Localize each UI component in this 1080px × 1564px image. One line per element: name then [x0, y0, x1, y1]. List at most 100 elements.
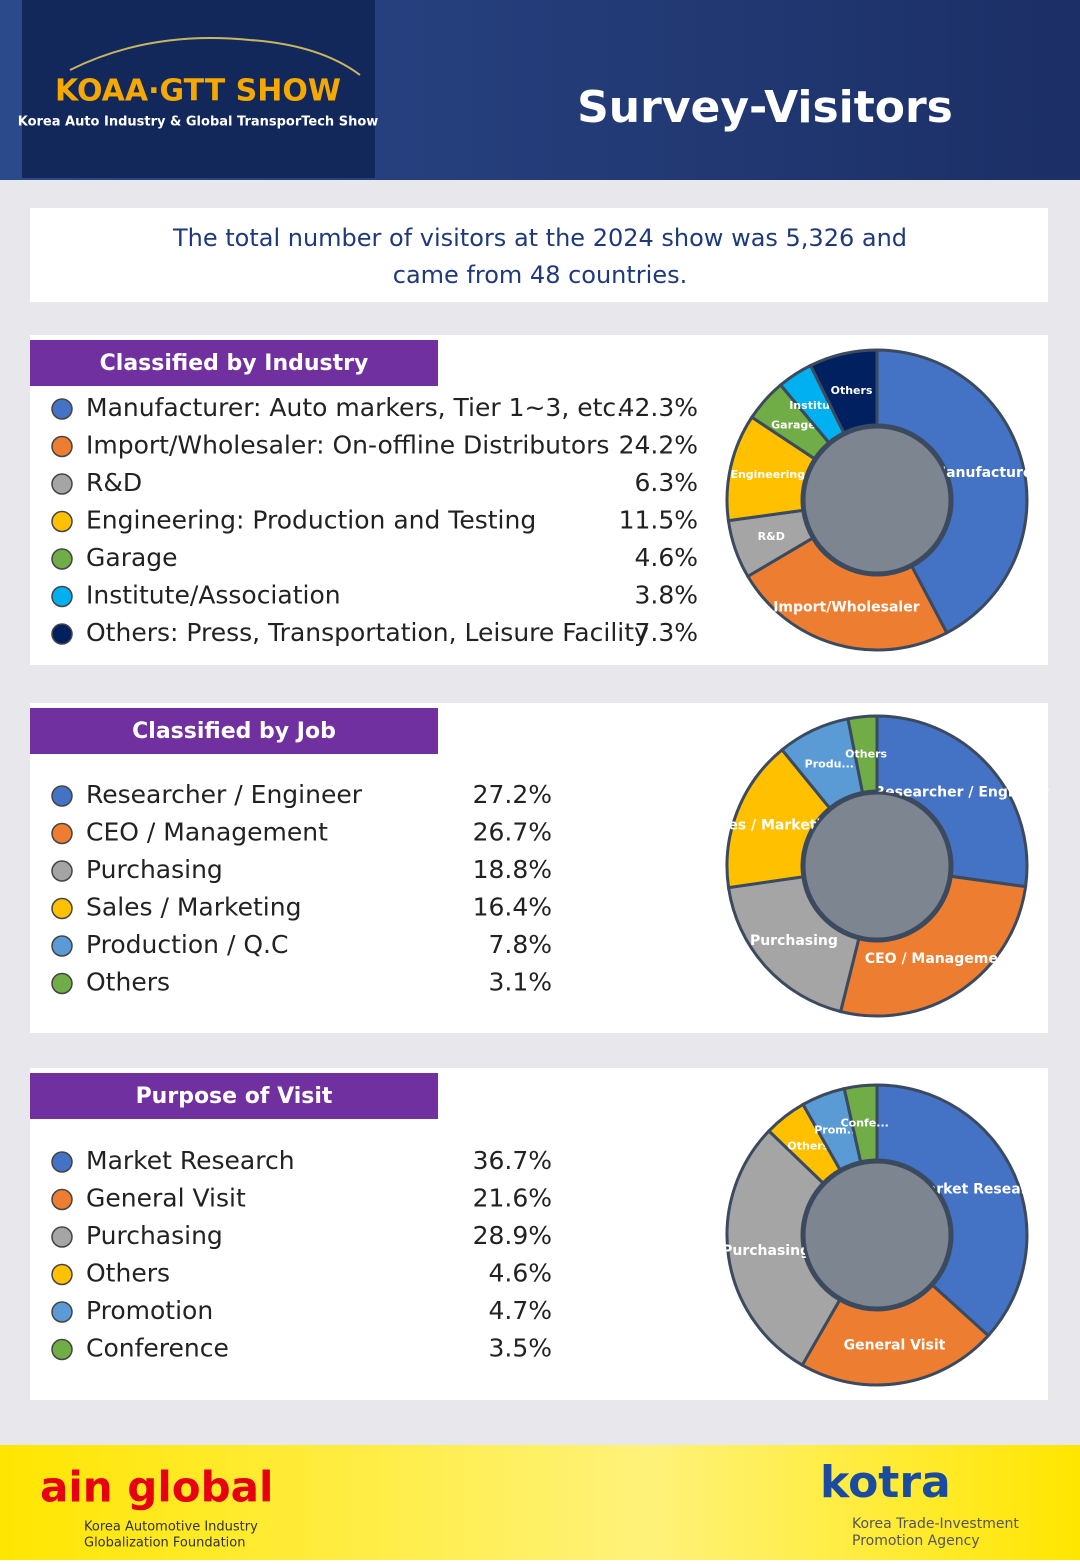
summary-line: The total number of visitors at the 2024… — [172, 224, 907, 252]
legend-value: 4.6% — [634, 543, 698, 572]
donut-slice — [808, 348, 879, 435]
footer-right-caption: Korea Trade-Investment — [852, 1516, 1019, 1532]
legend-label: Purchasing — [86, 855, 223, 884]
slice-label: General Visit — [844, 1338, 946, 1354]
slice-label: Others — [787, 1140, 829, 1153]
page-title: Survey-Visitors — [577, 82, 953, 133]
center-photo — [802, 425, 952, 575]
footer-left-caption: Globalization Foundation — [84, 1536, 245, 1551]
legend-dot — [51, 822, 73, 845]
slice-label: Others — [831, 384, 873, 397]
donut-slice — [800, 1283, 991, 1387]
legend-label: Institute/Association — [86, 581, 341, 610]
section-tag — [30, 708, 438, 754]
legend-dot — [51, 1188, 73, 1211]
section-title: Purpose of Visit — [136, 1084, 333, 1109]
donut-slice — [838, 874, 1028, 1018]
legend-value: 21.6% — [473, 1184, 552, 1213]
center-photo — [802, 791, 952, 941]
legend-label: Purchasing — [86, 1221, 223, 1250]
legend-label: Sales / Marketing — [86, 893, 301, 922]
legend-dot — [51, 398, 73, 420]
legend-label: Import/Wholesaler: On-offline Distributo… — [86, 431, 609, 460]
legend-label: Market Research — [86, 1146, 295, 1175]
donut-slice — [745, 536, 949, 652]
slice-label: CEO / Management — [865, 951, 1015, 967]
legend-label: General Visit — [86, 1184, 246, 1213]
donut-slice — [725, 1128, 842, 1368]
legend-label: R&D — [86, 468, 142, 497]
legend-value: 3.8% — [634, 581, 698, 610]
legend-dot — [51, 972, 73, 995]
summary-box — [30, 208, 1048, 302]
legend-label: Engineering: Production and Testing — [86, 506, 536, 535]
slice-label: Purchasing — [750, 933, 838, 949]
logo: KOAA·GTT SHOW — [55, 74, 341, 109]
legend-label: Manufacturer: Auto markers, Tier 1~3, et… — [86, 393, 624, 422]
legend-label: Garage — [86, 543, 178, 572]
logo-box — [22, 0, 375, 178]
donut-slice — [726, 875, 861, 1014]
legend-dot — [51, 935, 73, 957]
section-title: Classified by Industry — [100, 351, 369, 376]
legend-value: 6.3% — [634, 468, 698, 497]
legend-value: 42.3% — [619, 393, 698, 422]
legend-value: 24.2% — [619, 431, 698, 460]
footer-band — [0, 1445, 1080, 1560]
legend-dot — [51, 510, 73, 533]
donut-slice — [846, 714, 879, 795]
slice-label: Others — [845, 748, 887, 761]
legend-dot — [51, 623, 73, 645]
legend-value: 4.6% — [488, 1259, 552, 1288]
logo-subtitle: Korea Auto Industry & Global TransporTec… — [18, 115, 379, 130]
footer-right-caption: Promotion Agency — [852, 1533, 980, 1549]
legend-value: 28.9% — [473, 1221, 552, 1250]
legend-dot — [51, 473, 73, 495]
slice-label: Garage — [771, 418, 816, 431]
donut-slice — [875, 348, 1029, 635]
legend-dot — [51, 1338, 73, 1361]
legend-label: Researcher / Engineer — [86, 780, 363, 809]
donut-slice — [875, 714, 1029, 889]
logo-car-line — [69, 37, 361, 76]
slice-label: Sales / Marketing — [704, 817, 841, 833]
legend-dot — [51, 548, 73, 570]
legend-value: 26.7% — [473, 818, 552, 847]
legend-value: 18.8% — [473, 855, 552, 884]
legend-dot — [51, 585, 73, 608]
legend-value: 16.4% — [473, 893, 552, 922]
section-title: Classified by Job — [132, 719, 336, 744]
legend-dot — [51, 435, 73, 458]
legend-dot — [51, 1226, 73, 1248]
legend-value: 3.1% — [488, 968, 552, 997]
legend-label: CEO / Management — [86, 818, 328, 847]
legend-dot — [51, 785, 73, 807]
legend-dot — [51, 1263, 73, 1286]
legend-label: Production / Q.C — [86, 930, 288, 959]
slice-label: Import/Wholesaler — [773, 600, 920, 616]
slice-label: Researcher / Engineer — [874, 784, 1048, 800]
section-tag — [30, 340, 438, 386]
legend-value: 11.5% — [619, 506, 698, 535]
legend-value: 4.7% — [488, 1296, 552, 1325]
slice-label: Manufacturer — [932, 465, 1039, 481]
slice-label: Produ... — [805, 758, 854, 771]
legend-label: Others — [86, 968, 170, 997]
legend-value: 7.3% — [634, 618, 698, 647]
donut-slice — [842, 1083, 879, 1164]
legend-dot — [51, 897, 73, 920]
slice-label: Engineering — [730, 468, 805, 481]
legend-label: Conference — [86, 1334, 229, 1363]
slice-label: Purchasing — [722, 1243, 810, 1259]
legend-value: 3.5% — [488, 1334, 552, 1363]
footer-right-logo: kotra — [820, 1457, 951, 1508]
legend-dot — [51, 1151, 73, 1173]
footer-left-caption: Korea Automotive Industry — [84, 1520, 258, 1535]
section-tag — [30, 1073, 438, 1119]
footer-left-logo: ain global — [40, 1463, 273, 1512]
slice-label: Prom... — [814, 1123, 859, 1136]
donut-slice — [725, 747, 832, 890]
donut-slice — [875, 1083, 1029, 1338]
legend-value: 27.2% — [473, 780, 552, 809]
